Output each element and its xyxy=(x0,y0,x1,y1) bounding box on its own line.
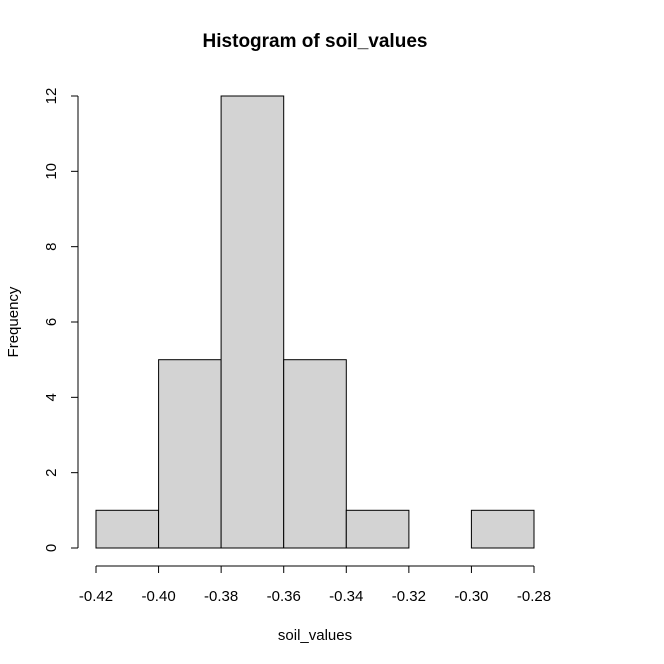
histogram-bar xyxy=(95,509,160,549)
x-tick-label: -0.30 xyxy=(454,588,488,605)
x-tick-label: -0.34 xyxy=(329,588,363,605)
y-tick-label: 2 xyxy=(43,468,60,476)
histogram-bar xyxy=(220,95,285,549)
y-axis-label: Frequency xyxy=(5,286,22,357)
x-tick-label: -0.28 xyxy=(517,588,551,605)
x-tick-label: -0.38 xyxy=(204,588,238,605)
histogram-bar xyxy=(345,509,410,549)
chart-title: Histogram of soil_values xyxy=(203,31,428,52)
y-tick-label: 12 xyxy=(43,88,60,105)
x-axis-label: soil_values xyxy=(278,627,352,644)
x-tick-label: -0.40 xyxy=(141,588,175,605)
y-tick-label: 6 xyxy=(43,318,60,326)
y-axis: 0 2 4 6 8 10 12 xyxy=(43,88,79,552)
y-tick-label: 0 xyxy=(43,544,60,552)
bars-group xyxy=(95,95,535,549)
x-tick-label: -0.32 xyxy=(392,588,426,605)
x-tick-label: -0.36 xyxy=(267,588,301,605)
x-axis: -0.42 -0.40 -0.38 -0.36 -0.34 -0.32 -0.30 -0.28 xyxy=(79,565,551,605)
y-tick-label: 10 xyxy=(43,163,60,180)
x-tick-label: -0.42 xyxy=(79,588,113,605)
y-tick-label: 8 xyxy=(43,242,60,250)
y-tick-label: 4 xyxy=(43,393,60,401)
histogram-bar xyxy=(158,359,222,549)
histogram-bar xyxy=(470,509,535,549)
histogram-bar xyxy=(283,359,347,549)
